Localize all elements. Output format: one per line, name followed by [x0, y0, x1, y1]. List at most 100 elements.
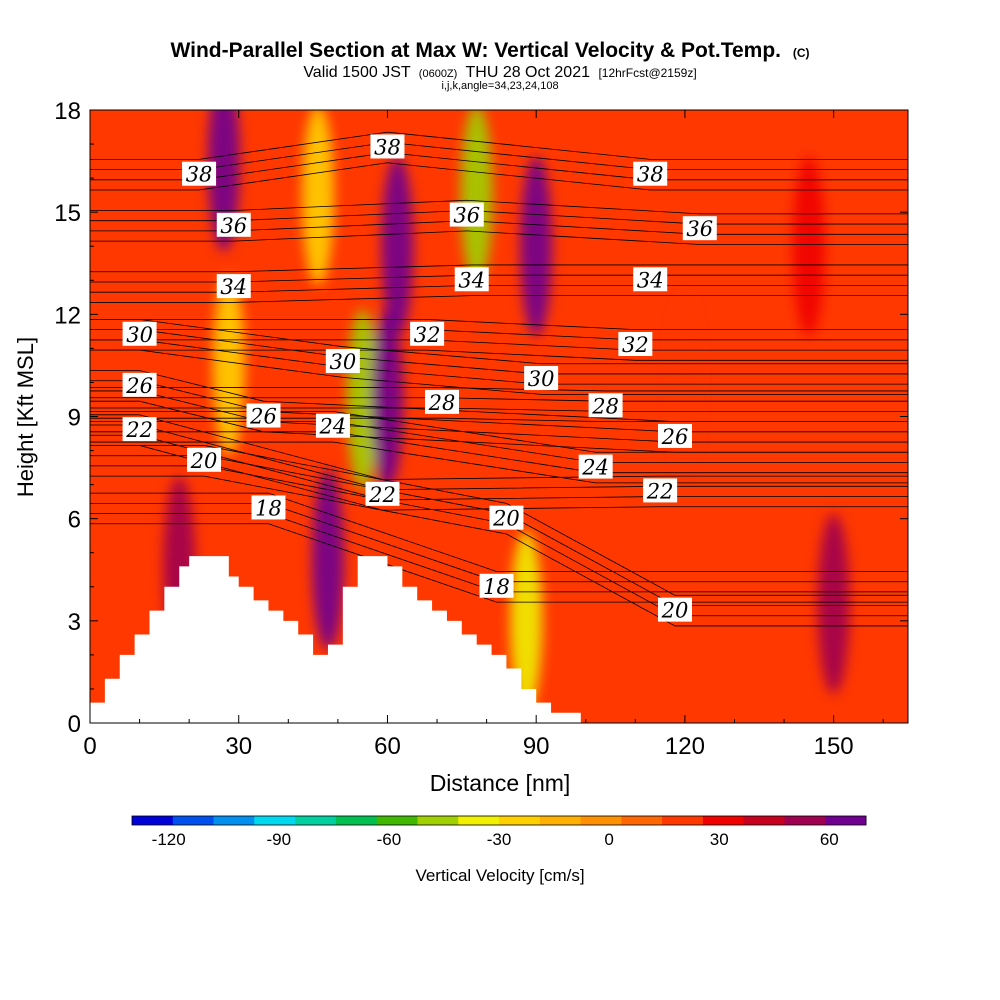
contour-label-box — [524, 366, 559, 391]
velocity-cell — [302, 110, 335, 286]
contour-label: 36 — [453, 204, 480, 228]
section-indices: i,j,k,angle=34,23,24,108 — [441, 80, 558, 92]
isentrope-line — [90, 492, 908, 572]
colorbar-swatch — [335, 816, 378, 825]
contour-label-box — [122, 372, 157, 397]
contour-label: 26 — [661, 425, 689, 449]
x-tick-label: 150 — [814, 733, 854, 760]
y-tick-label: 9 — [68, 405, 81, 432]
contour-label: 34 — [637, 268, 664, 292]
x-tick-label: 0 — [83, 733, 96, 760]
isentrope-line — [90, 414, 908, 480]
contour-label-box — [216, 212, 251, 237]
contour-label: 30 — [329, 350, 356, 374]
colorbar-swatch — [132, 816, 174, 825]
contour-label: 28 — [591, 394, 619, 418]
colorbar-swatch — [499, 816, 541, 825]
contour-label: 30 — [126, 323, 153, 347]
isentrope-line — [90, 319, 908, 331]
contour-label-box — [424, 389, 459, 414]
contour-label-box — [657, 597, 692, 622]
velocity-cell — [460, 110, 493, 286]
isentrope-line — [90, 131, 908, 160]
contour-label: 20 — [661, 599, 689, 623]
isentrope-line — [90, 445, 908, 596]
colorbar-swatch — [784, 816, 826, 825]
colorbar-swatch — [825, 816, 867, 825]
isentrope-line — [90, 441, 908, 484]
contour-label-box — [370, 134, 405, 159]
velocity-cell — [311, 469, 344, 650]
x-axis: 0 30 60 90 120 150 — [83, 110, 884, 760]
contour-label: 26 — [249, 405, 277, 429]
contour-label-box — [187, 447, 222, 472]
colorbar-swatch — [539, 816, 582, 825]
x-tick-label: 120 — [665, 733, 705, 760]
contour-label: 32 — [622, 333, 649, 357]
isentrope-line — [90, 264, 908, 273]
contour-label-box — [325, 349, 360, 374]
contour-label-box — [479, 573, 514, 598]
vertical-velocity-field — [163, 110, 850, 711]
isentrope-line — [90, 445, 908, 511]
velocity-cell — [510, 530, 543, 711]
isentrope-line — [90, 339, 908, 351]
contour-label-box — [122, 321, 157, 346]
valid-time-line: Valid 1500 JST (0600Z) THU 28 Oct 2021 [… — [303, 64, 696, 81]
y-axis-label: Height [Kft MSL] — [13, 337, 38, 497]
contour-label: 34 — [458, 268, 485, 292]
contour-label: 24 — [581, 456, 609, 480]
contour-label-box — [682, 216, 717, 241]
y-tick-label: 3 — [68, 609, 81, 636]
contour-label-box — [578, 454, 613, 479]
isentrope-line — [90, 387, 908, 392]
x-tick-label: 60 — [374, 733, 401, 760]
pot-temp-contour-labels: 38 38 38 36 36 36 34 34 34 32 32 30 30 30 28 28 26 26 26 24… — [122, 134, 717, 623]
isentrope-line — [90, 199, 908, 215]
colorbar-swatch — [295, 816, 337, 825]
contour-label: 22 — [125, 418, 153, 442]
y-tick-label: 18 — [54, 98, 81, 125]
colorbar-outline — [131, 815, 867, 826]
contour-label: 38 — [374, 135, 401, 159]
contour-label-box — [246, 403, 281, 428]
contour-label: 30 — [528, 367, 555, 391]
contour-label-box — [216, 274, 251, 299]
contour-label-box — [489, 505, 524, 530]
colorbar-tick-label: 30 — [710, 830, 729, 849]
isentrope-line — [90, 295, 908, 303]
terrain-mask — [90, 556, 908, 723]
y-tick-label: 12 — [54, 302, 81, 329]
contour-label: 32 — [414, 323, 441, 347]
colorbar-swatch — [172, 816, 215, 825]
contour-label-box — [122, 417, 157, 442]
contour-label-box — [454, 267, 489, 292]
chart-title: Wind-Parallel Section at Max W: Vertical… — [170, 39, 809, 62]
colorbar-tick-label: -30 — [487, 830, 512, 849]
colorbar-swatch — [743, 816, 785, 825]
contour-label: 22 — [368, 483, 396, 507]
contour-label: 18 — [483, 575, 510, 599]
isentrope-line — [90, 162, 908, 191]
colorbar-swatch — [254, 816, 296, 825]
contour-label-box — [633, 161, 668, 186]
x-tick-label: 90 — [523, 733, 550, 760]
colorbar-swatch — [621, 816, 663, 825]
colorbar-swatch — [662, 816, 704, 825]
contour-label: 34 — [220, 275, 247, 299]
colorbar-swatch — [213, 816, 255, 825]
contour-label-box — [633, 267, 668, 292]
colorbar-swatch — [702, 816, 745, 825]
isentrope-line — [90, 397, 908, 402]
x-tick-label: 30 — [225, 733, 252, 760]
contour-label: 38 — [637, 163, 664, 187]
y-tick-label: 15 — [54, 200, 81, 227]
contour-label: 20 — [492, 507, 520, 531]
contour-label: 20 — [190, 449, 218, 473]
isentrope-line — [90, 475, 908, 627]
contour-label: 36 — [220, 214, 247, 238]
colorbar-tick-label: -90 — [267, 830, 292, 849]
title-units: (C) — [793, 46, 810, 60]
y-tick-label: 6 — [68, 507, 81, 534]
